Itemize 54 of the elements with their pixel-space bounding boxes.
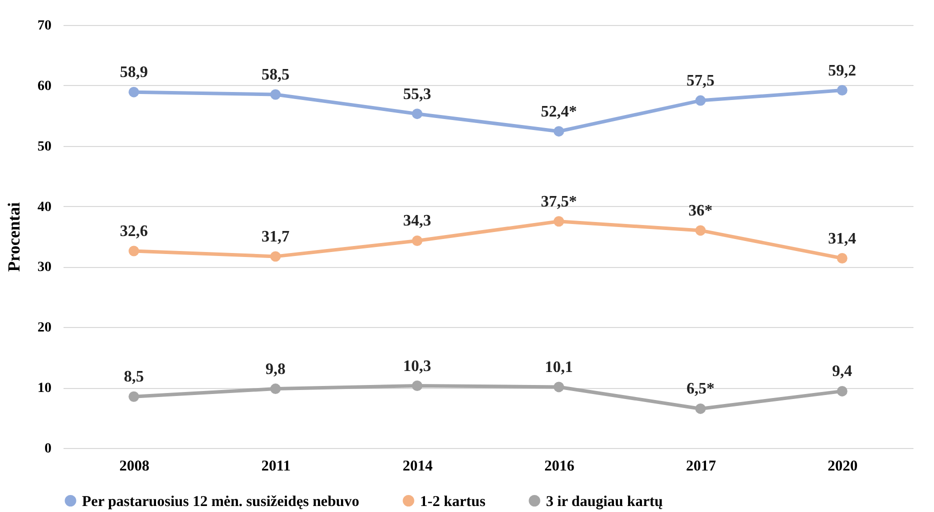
point [695, 225, 706, 236]
y-axis-title: Procentai [4, 202, 24, 272]
y-tick-label: 0 [44, 442, 52, 456]
y-tick-label: 30 [38, 260, 52, 276]
data-label: 55,3 [403, 86, 432, 103]
x-tick-label: 2011 [261, 458, 291, 474]
legend-label: Per pastaruosius 12 mėn. susižeidęs nebuvo [82, 494, 360, 510]
data-label: 32,6 [120, 223, 148, 240]
point [554, 382, 564, 392]
point [695, 403, 706, 414]
point [128, 246, 140, 256]
data-label: 6,5* [686, 380, 714, 398]
point [836, 386, 848, 396]
data-label: 59,2 [828, 62, 856, 80]
y-tick-label: 10 [38, 381, 52, 396]
y-tick-label: 70 [38, 18, 52, 34]
point [412, 380, 422, 391]
y-tick-label: 60 [38, 78, 52, 94]
data-label: 8,5 [124, 368, 144, 386]
point [270, 89, 281, 100]
point [412, 235, 422, 246]
data-label: 10,1 [544, 358, 573, 376]
y-tick-label: 20 [38, 320, 52, 336]
point [270, 251, 281, 262]
data-label: 31,7 [262, 228, 290, 246]
point [554, 126, 564, 137]
x-tick-label: 2017 [686, 458, 716, 474]
data-label: 34,3 [403, 212, 432, 230]
x-tick-label: 2020 [828, 458, 858, 474]
point [128, 391, 140, 402]
point [412, 108, 422, 120]
x-tick-label: 2008 [119, 458, 150, 474]
point [836, 253, 848, 264]
data-label: 10,3 [403, 358, 432, 375]
y-tick-label: 50 [38, 139, 52, 154]
legend-label: 1-2 kartus [420, 494, 486, 510]
point [270, 384, 281, 394]
legend-label: 3 ir daugiau kartų [546, 494, 663, 510]
point [695, 95, 706, 106]
point [554, 216, 564, 227]
data-label: 36* [688, 202, 712, 220]
data-label: 52,4* [540, 103, 577, 120]
data-label: 9,8 [266, 360, 286, 378]
y-tick-label: 40 [38, 200, 52, 215]
point [128, 86, 140, 98]
data-label: 57,5 [686, 72, 714, 90]
x-tick-label: 2016 [544, 458, 575, 474]
data-label: 58,9 [120, 64, 148, 82]
point [836, 85, 848, 96]
data-label: 37,5* [540, 193, 577, 210]
data-label: 31,4 [828, 230, 856, 248]
data-label: 58,5 [262, 66, 290, 84]
data-label: 9,4 [832, 363, 852, 380]
x-tick-label: 2014 [402, 458, 434, 474]
